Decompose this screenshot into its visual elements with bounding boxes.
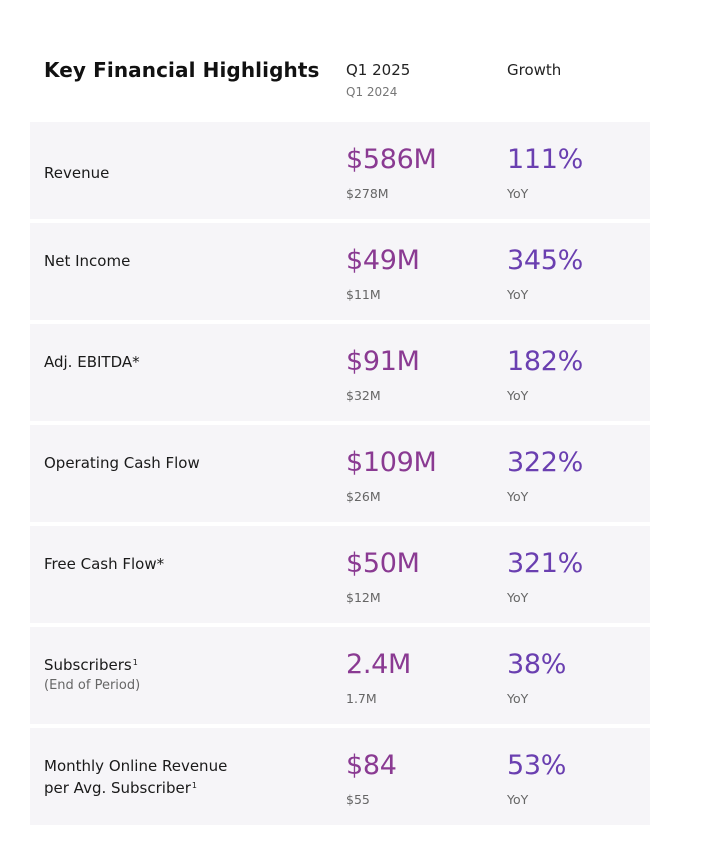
growth-value: 38% bbox=[507, 649, 567, 680]
footnote-marker: 1 bbox=[191, 781, 197, 790]
row-label-text: Subscribers bbox=[44, 656, 132, 674]
table-row-monthly-online-revenue: Monthly Online Revenue per Avg. Subscrib… bbox=[30, 728, 650, 825]
prior-value: $26M bbox=[346, 489, 381, 504]
prior-value: $55 bbox=[346, 792, 370, 807]
row-label: Subscribers1 (End of Period) bbox=[44, 654, 304, 696]
table-row-free-cash-flow: Free Cash Flow* $50M $12M 321% YoY bbox=[30, 526, 650, 623]
current-value: $109M bbox=[346, 447, 437, 478]
row-label: Revenue bbox=[44, 164, 110, 182]
footnote-marker: 1 bbox=[132, 658, 138, 667]
growth-label: YoY bbox=[507, 590, 529, 605]
prior-value: 1.7M bbox=[346, 691, 377, 706]
column-header-current-period: Q1 2025 bbox=[346, 61, 411, 79]
row-label: Free Cash Flow* bbox=[44, 555, 165, 573]
current-value: $50M bbox=[346, 548, 420, 579]
current-value: $49M bbox=[346, 245, 420, 276]
growth-label: YoY bbox=[507, 186, 529, 201]
row-label: Operating Cash Flow bbox=[44, 454, 200, 472]
prior-value: $32M bbox=[346, 388, 381, 403]
row-label-line1: Monthly Online Revenue bbox=[44, 757, 228, 775]
growth-label: YoY bbox=[507, 287, 529, 302]
table-row-adj-ebitda: Adj. EBITDA* $91M $32M 182% YoY bbox=[30, 324, 650, 421]
growth-value: 322% bbox=[507, 447, 583, 478]
growth-value: 111% bbox=[507, 144, 583, 175]
table-row-revenue: Revenue $586M $278M 111% YoY bbox=[30, 122, 650, 219]
prior-value: $12M bbox=[346, 590, 381, 605]
table-header: Key Financial Highlights Q1 2025 Q1 2024… bbox=[0, 0, 704, 122]
current-value: $91M bbox=[346, 346, 420, 377]
growth-label: YoY bbox=[507, 489, 529, 504]
column-header-prior-period: Q1 2024 bbox=[346, 85, 398, 99]
growth-value: 182% bbox=[507, 346, 583, 377]
row-label: Adj. EBITDA* bbox=[44, 353, 140, 371]
row-label: Net Income bbox=[44, 252, 131, 270]
growth-value: 321% bbox=[507, 548, 583, 579]
growth-value: 345% bbox=[507, 245, 583, 276]
page-title: Key Financial Highlights bbox=[44, 58, 320, 82]
table-row-subscribers: Subscribers1 (End of Period) 2.4M 1.7M 3… bbox=[30, 627, 650, 724]
growth-value: 53% bbox=[507, 750, 567, 781]
column-header-growth: Growth bbox=[507, 61, 562, 79]
prior-value: $11M bbox=[346, 287, 381, 302]
row-label-line2: per Avg. Subscriber bbox=[44, 779, 191, 797]
highlights-table: Revenue $586M $278M 111% YoY Net Income … bbox=[30, 122, 650, 829]
prior-value: $278M bbox=[346, 186, 389, 201]
row-sublabel: (End of Period) bbox=[44, 678, 141, 693]
growth-label: YoY bbox=[507, 388, 529, 403]
current-value: $586M bbox=[346, 144, 437, 175]
row-label: Monthly Online Revenue per Avg. Subscrib… bbox=[44, 755, 304, 799]
table-row-operating-cash-flow: Operating Cash Flow $109M $26M 322% YoY bbox=[30, 425, 650, 522]
current-value: 2.4M bbox=[346, 649, 412, 680]
current-value: $84 bbox=[346, 750, 397, 781]
growth-label: YoY bbox=[507, 792, 529, 807]
table-row-net-income: Net Income $49M $11M 345% YoY bbox=[30, 223, 650, 320]
growth-label: YoY bbox=[507, 691, 529, 706]
